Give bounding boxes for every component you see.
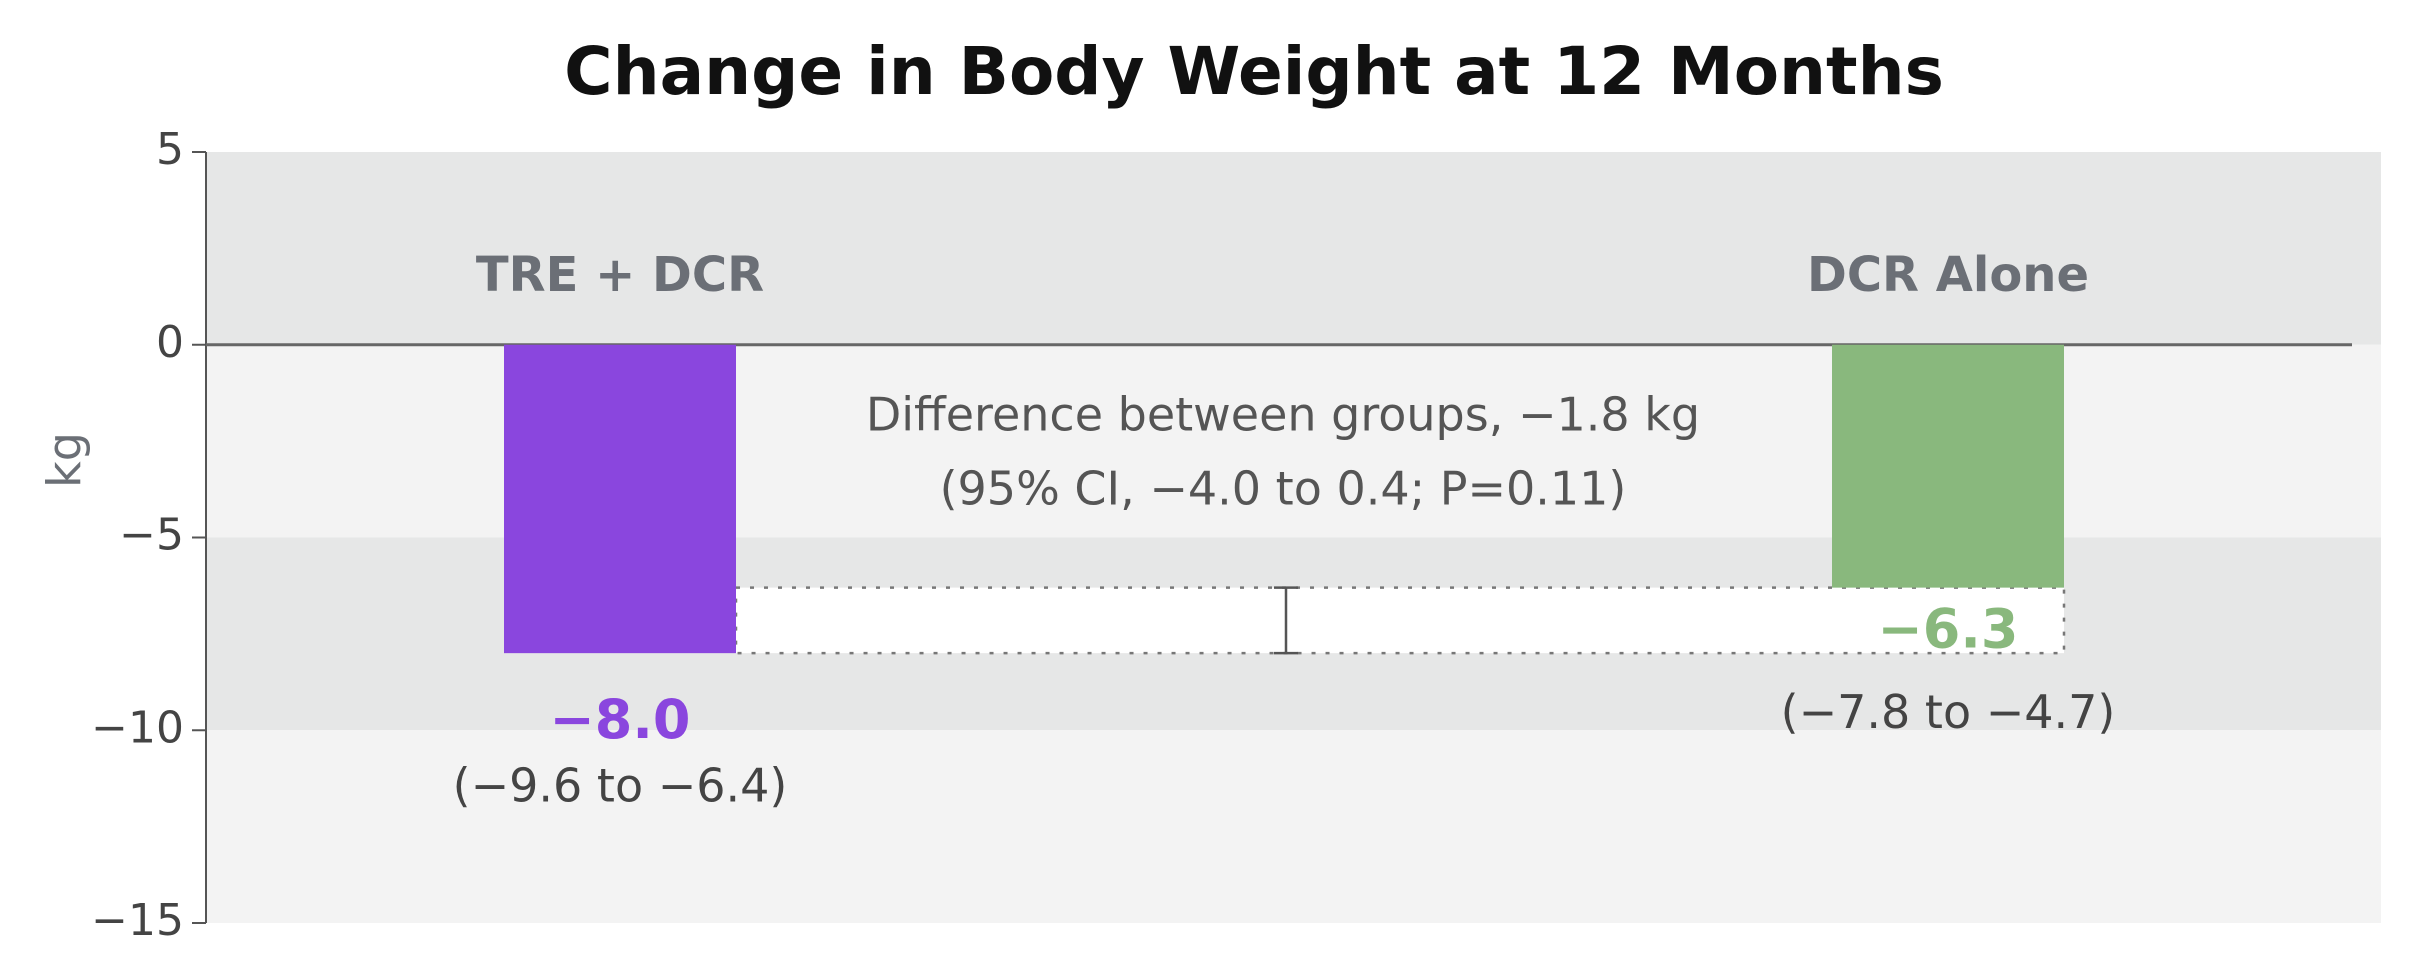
category-label: DCR Alone [1807,247,2089,303]
annotation: Difference between groups, −1.8 kg [866,388,1700,442]
bar [504,344,736,654]
category-label: TRE + DCR [476,247,764,303]
annotation: (95% CI, −4.0 to 0.4; P=0.11) [940,462,1627,516]
interval-label: (−7.8 to −4.7) [1781,685,2116,739]
bar [1832,344,2064,588]
value-label: −6.3 [1878,597,2019,660]
band [206,730,2381,923]
y-tick-label: 5 [156,124,184,175]
value-label: −8.0 [550,688,691,751]
interval-label: (−9.6 to −6.4) [453,759,788,813]
y-tick-label: −15 [91,895,184,946]
chart-title: Change in Body Weight at 12 Months [564,33,1944,110]
y-tick-label: −10 [91,702,184,753]
band [206,152,2381,345]
difference-box [734,586,2066,655]
y-tick-label: −5 [119,510,184,561]
y-axis-label: kg [38,432,92,488]
y-tick-label: 0 [156,317,184,368]
